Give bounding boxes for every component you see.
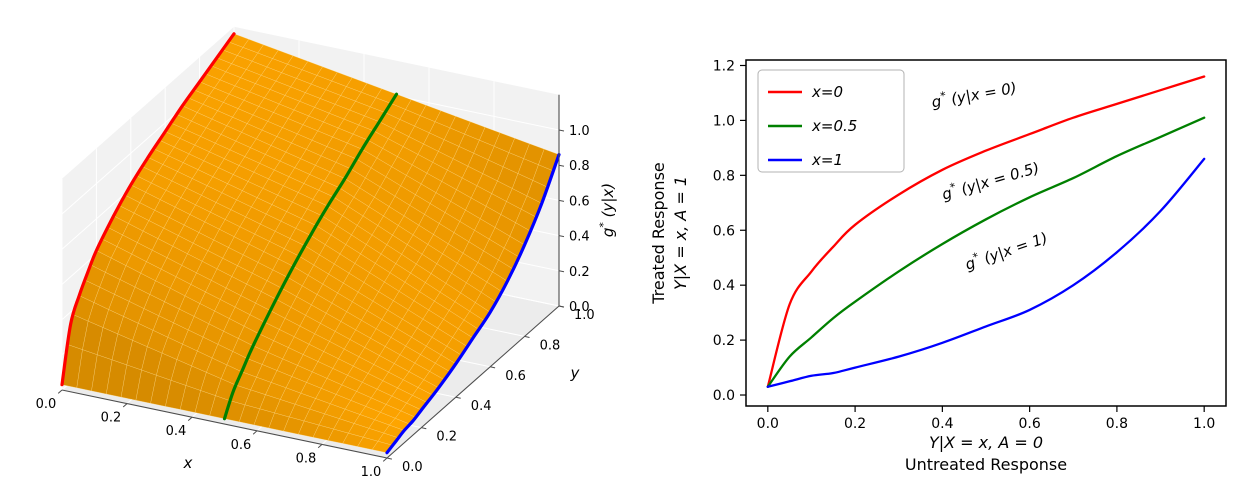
- tspan: (y|x = 0): [945, 79, 1018, 109]
- tspan: g: [930, 92, 943, 111]
- z-axis-label-text: g* (y|x): [597, 183, 617, 237]
- x-tick-label: 0.0: [757, 416, 779, 432]
- x-axis-label-math: Y|X = x, A = 0: [929, 433, 1043, 452]
- annotation-0: g* (y|x = 0): [930, 77, 1018, 112]
- y-tick-label: 0.4: [471, 399, 492, 414]
- x-tick-label: 0.6: [231, 438, 252, 453]
- z-axis-label-3d: g* (y|x): [597, 183, 617, 237]
- y-tick: [490, 366, 496, 369]
- z-tick-label: 0.2: [569, 265, 590, 280]
- series-line-1: [766, 116, 1206, 388]
- legend: x=0 x=0.5 x=1: [757, 69, 905, 173]
- tspan: *: [949, 180, 958, 194]
- y-tick-label: 1.0: [574, 308, 595, 323]
- response-curves-plot: 0.0 0.2 0.4 0.6 0.8 1.0 0.0 0.2 0.4 0.6 0.8 1.0 1.2 Y…: [649, 58, 1227, 474]
- tspan: (y|x = 0.5): [954, 159, 1041, 200]
- tspan: *: [939, 89, 947, 103]
- slice-curve-0: [60, 32, 236, 387]
- y-axis-line: [386, 305, 560, 459]
- annotation-text-2: g* (y|x = 1): [962, 227, 1050, 274]
- y-tick-label: 0.8: [713, 168, 735, 184]
- x-axis-label-text: Untreated Response: [905, 455, 1067, 474]
- z-tick-label: 0.6: [569, 194, 590, 209]
- x-tick-label: 0.2: [844, 416, 866, 432]
- x-tick-label: 0.4: [931, 416, 953, 432]
- x-tick: [382, 457, 388, 462]
- y-tick-label: 0.0: [402, 460, 423, 475]
- z-tick-label: 0.0: [569, 300, 590, 315]
- tspan: *: [597, 222, 610, 228]
- y-tick: [455, 396, 461, 399]
- legend-label-0: x=0: [811, 83, 843, 101]
- legend-label-2: x=1: [811, 151, 843, 169]
- y-tick: [524, 335, 530, 338]
- y-tick-label: 0.0: [713, 388, 735, 404]
- x-tick-label: 0.0: [36, 397, 57, 412]
- axes-box: [745, 59, 1227, 407]
- legend-label-1: x=0.5: [811, 117, 857, 135]
- y-tick-label: 0.2: [436, 430, 457, 445]
- surface-plot-3d: 0.00.20.40.60.81.0 0.00.20.40.60.81.00.00…: [36, 26, 617, 480]
- y-tick: [386, 457, 393, 460]
- x-tick-label: 0.6: [1019, 416, 1041, 432]
- legend-box: [757, 69, 905, 173]
- annotation-2: g* (y|x = 1): [962, 227, 1050, 274]
- z-tick-label: 0.4: [569, 230, 590, 245]
- tspan: g: [599, 228, 617, 238]
- z-tick: [558, 129, 565, 132]
- x-tick: [122, 403, 128, 408]
- z-tick: [558, 199, 565, 202]
- x-tick: [57, 389, 63, 394]
- tspan: (y|x): [599, 183, 617, 222]
- slice-curve-2: [385, 153, 561, 455]
- slice-curve-1: [222, 92, 399, 421]
- y-axis-label-text-group: Treated Response: [649, 162, 668, 305]
- x-tick: [252, 430, 258, 435]
- x-axis-label-3d: x: [183, 454, 193, 472]
- y-tick-label: 1.2: [713, 58, 735, 74]
- x-tick: [187, 416, 193, 421]
- x-tick: [317, 444, 323, 449]
- x-tick-label: 0.8: [296, 451, 317, 466]
- z-tick-label: 0.8: [569, 159, 590, 174]
- y-tick-label: 0.4: [713, 278, 735, 294]
- tspan: (y|x = 1): [977, 229, 1050, 269]
- x-axis-line: [61, 389, 388, 459]
- tspan: *: [971, 250, 981, 264]
- series-line-2: [766, 157, 1206, 388]
- x-tick-label: 1.0: [361, 465, 382, 480]
- z-tick-label: 1.0: [569, 124, 590, 139]
- y-axis-label-math: Y|X = x, A = 1: [671, 176, 690, 290]
- y-tick: [421, 427, 427, 430]
- z-tick: [558, 270, 565, 273]
- y-tick-label: 1.0: [713, 113, 735, 129]
- y-tick-label: 0.8: [540, 338, 561, 353]
- y-tick-label: 0.6: [713, 223, 735, 239]
- y-axis-label-3d: y: [570, 364, 581, 382]
- z-tick: [558, 164, 565, 167]
- y-axis-label-math-group: Y|X = x, A = 1: [671, 176, 690, 290]
- x-tick-label: 0.4: [166, 424, 187, 439]
- y-tick-label: 0.2: [713, 333, 735, 349]
- series-line-0: [766, 75, 1206, 388]
- z-tick: [558, 305, 565, 308]
- z-tick: [558, 235, 565, 238]
- y-tick-label: 0.6: [505, 369, 526, 384]
- y-axis-label-text: Treated Response: [649, 162, 668, 305]
- x-tick-label: 1.0: [1193, 416, 1215, 432]
- ticks: 0.00.20.40.60.81.0 0.00.20.40.60.81.00.00…: [36, 124, 595, 480]
- x-tick-label: 0.8: [1106, 416, 1128, 432]
- x-tick-label: 0.2: [101, 411, 122, 426]
- annotation-text-0: g* (y|x = 0): [930, 77, 1018, 112]
